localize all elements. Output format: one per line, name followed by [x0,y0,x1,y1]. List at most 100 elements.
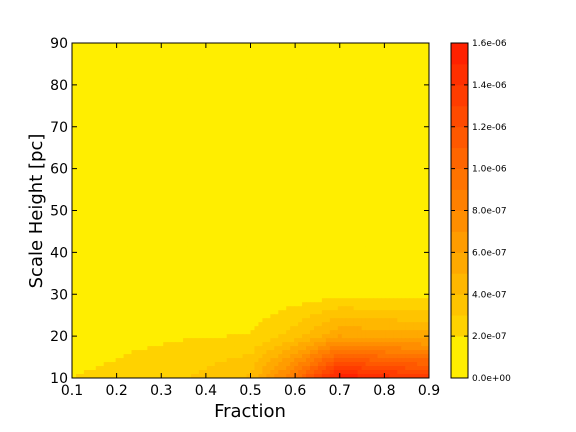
contour-cell [103,70,109,76]
contour-cell [274,226,279,232]
contour-cell [321,166,327,172]
contour-cell [242,114,248,120]
contour-cell [421,194,426,200]
contour-cell [329,254,335,259]
contour-cell [107,262,113,267]
contour-cell [409,114,414,120]
contour-cell [278,146,283,152]
contour-cell [373,90,379,96]
contour-cell [302,126,307,132]
contour-cell [405,46,410,52]
contour-cell [202,190,208,196]
contour-cell [179,82,184,88]
contour-cell [325,46,331,52]
contour-cell [361,90,367,96]
contour-cell [349,110,355,116]
contour-cell [103,82,109,88]
contour-cell [274,178,279,184]
contour-cell [206,90,212,96]
contour-cell [230,114,236,120]
contour-cell [365,82,371,88]
contour-cell [425,258,429,263]
contour-cell [329,130,335,136]
contour-cell [131,178,137,184]
contour-cell [270,150,275,156]
contour-cell [302,250,307,255]
contour-cell [238,66,244,72]
contour-cell [198,222,204,228]
contour-cell [373,122,379,128]
contour-cell [401,138,406,144]
contour-cell [250,146,256,152]
contour-cell [385,174,390,180]
contour-cell [302,90,307,96]
contour-cell [321,130,327,136]
contour-cell [349,158,355,164]
contour-cell [250,78,256,84]
contour-cell [250,254,256,259]
contour-cell [381,138,386,144]
contour-cell [401,174,406,180]
contour-cell [111,54,117,60]
contour-cell [91,170,97,176]
contour-cell [393,198,398,204]
contour-cell [337,198,343,204]
contour-cell [167,114,172,120]
contour-cell [345,43,351,48]
contour-cell [353,174,359,180]
contour-cell [143,170,148,176]
contour-cell [294,82,299,88]
contour-cell [381,102,386,108]
contour-cell [171,102,176,108]
contour-cell [191,242,196,247]
contour-cell [409,118,414,124]
contour-cell [425,218,429,224]
contour-cell [194,102,200,108]
contour-cell [218,214,224,220]
contour-cell [72,218,77,224]
contour-cell [206,218,212,224]
contour-cell [417,206,422,212]
contour-cell [365,258,371,263]
contour-cell [107,122,113,128]
contour-cell [421,230,426,236]
contour-cell [155,90,160,96]
contour-cell [198,186,204,192]
contour-cell [171,262,176,267]
contour-cell [95,114,101,120]
contour-cell [147,142,152,148]
contour-cell [298,114,303,120]
contour-cell [72,94,77,100]
contour-cell [206,214,212,220]
contour-cell [417,142,422,148]
contour-cell [361,194,367,200]
contour-cell [183,218,188,224]
contour-cell [294,166,299,172]
contour-cell [111,194,117,200]
contour-cell [238,78,244,84]
contour-cell [119,46,125,52]
contour-cell [306,170,311,176]
contour-cell [306,146,311,152]
contour-cell [139,78,144,84]
contour-cell [123,182,129,188]
contour-cell [290,250,295,255]
contour-cell [321,74,327,80]
contour-cell [127,214,133,220]
contour-cell [278,43,283,48]
contour-cell [250,122,256,128]
contour-cell [95,242,101,247]
contour-cell [385,234,390,240]
contour-cell [155,174,160,180]
contour-cell [194,146,200,152]
contour-cell [222,230,228,236]
contour-cell [393,118,398,124]
contour-cell [349,214,355,220]
contour-cell [135,162,141,168]
contour-cell [365,242,371,247]
contour-cell [286,210,291,216]
contour-cell [143,114,148,120]
contour-cell [194,202,200,208]
contour-cell [373,198,379,204]
contour-cell [357,178,363,184]
